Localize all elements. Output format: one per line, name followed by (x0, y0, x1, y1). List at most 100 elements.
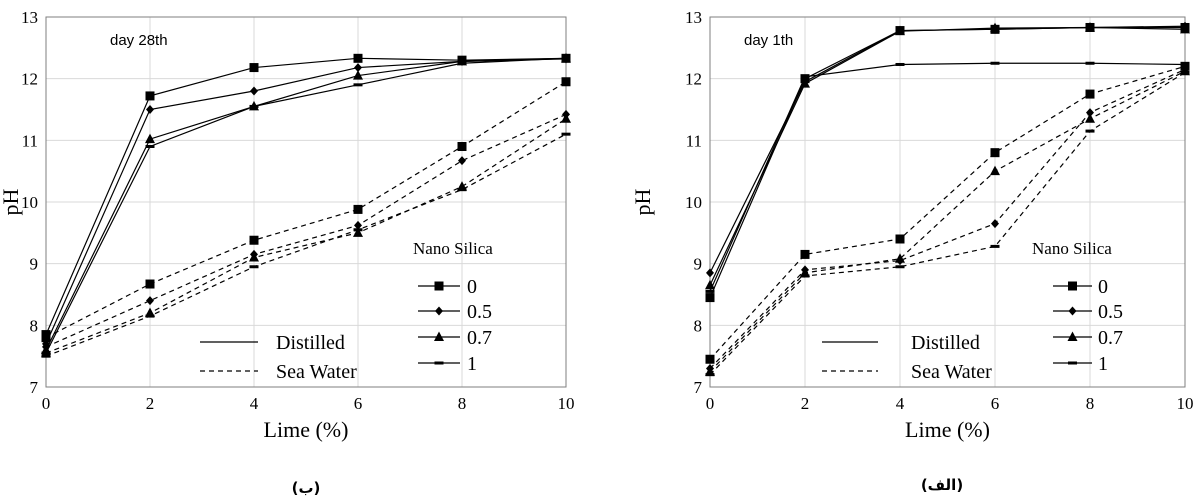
legend-style-entry: Sea Water (911, 361, 992, 383)
y-tick-label: 12 (21, 70, 38, 89)
y-tick-label: 10 (685, 193, 702, 212)
data-point (353, 228, 363, 232)
legend-marker (1068, 306, 1077, 316)
legend-entry: 1 (467, 353, 477, 375)
data-point (990, 165, 1000, 176)
chart-annotation: day 28th (110, 32, 168, 49)
data-point (457, 61, 467, 65)
data-point (1085, 89, 1095, 99)
data-point (990, 148, 1000, 158)
data-point (249, 104, 259, 108)
data-point (146, 296, 154, 306)
data-point (1085, 61, 1095, 65)
data-point (354, 220, 362, 230)
data-point (1180, 23, 1190, 34)
data-point (42, 342, 50, 352)
series-line (45, 57, 567, 354)
legend-title: Nano Silica (1032, 239, 1112, 258)
y-tick-label: 10 (21, 193, 38, 212)
legend-marker (1067, 331, 1078, 341)
plot-frame (709, 16, 1186, 388)
data-point (1085, 129, 1095, 133)
series-line (709, 26, 1186, 286)
series-sea-water-0 (41, 77, 571, 343)
data-point (353, 70, 363, 80)
series-line (709, 65, 1186, 360)
series-line (45, 133, 567, 357)
x-tick-label: 10 (1177, 394, 1194, 413)
data-point (990, 22, 1000, 33)
series-line (709, 71, 1186, 376)
series-line (45, 81, 567, 339)
data-point (353, 83, 363, 87)
y-axis-label: pH (0, 188, 23, 215)
x-tick-label: 2 (146, 394, 155, 413)
data-point (1085, 21, 1095, 32)
legend-marker (434, 281, 444, 291)
legend-entry: 0.7 (1098, 327, 1123, 349)
y-tick-label: 11 (22, 131, 38, 150)
data-point (895, 234, 905, 244)
x-tick-label: 0 (42, 394, 51, 413)
data-point (800, 274, 810, 278)
data-point (353, 227, 363, 237)
y-tick-label: 7 (30, 378, 39, 397)
series-distilled-0.5 (706, 21, 1189, 278)
legend-entry: 1 (1098, 353, 1108, 375)
x-tick-label: 10 (558, 394, 575, 413)
data-point (145, 314, 155, 318)
legend-style-entry: Distilled (911, 332, 980, 354)
data-point (990, 244, 1000, 248)
data-point (353, 204, 363, 214)
legend-marker (434, 331, 444, 341)
data-point (353, 53, 363, 63)
series-sea-water-1 (41, 132, 571, 358)
data-point (991, 219, 999, 229)
data-point (800, 249, 810, 259)
data-point (250, 86, 258, 96)
data-point (41, 354, 51, 358)
y-tick-label: 12 (685, 70, 702, 89)
series-line (709, 68, 1186, 369)
data-point (895, 25, 905, 36)
legend: Nano Silica 0 0.5 0.7 1 Distilled Sea Water (822, 239, 1123, 383)
y-tick-label: 9 (694, 255, 703, 274)
x-axis-label: Lime (%) (264, 417, 349, 442)
series-sea-water-0.5 (42, 109, 570, 352)
chart-caption: (ب) (292, 479, 321, 497)
data-point (146, 105, 154, 114)
data-point (354, 63, 362, 73)
series-line (45, 57, 567, 335)
x-tick-label: 8 (1086, 394, 1095, 413)
legend-entry: 0.5 (1098, 301, 1123, 323)
data-point (249, 265, 259, 269)
y-tick-label: 11 (686, 131, 702, 150)
y-tick-label: 8 (694, 316, 703, 335)
data-point (561, 56, 571, 60)
legend-marker (1068, 281, 1077, 291)
y-tick-label: 13 (685, 8, 702, 27)
x-tick-label: 8 (458, 394, 467, 413)
legend-marker (1068, 361, 1077, 365)
y-tick-label: 9 (30, 255, 39, 274)
x-tick-label: 6 (354, 394, 363, 413)
legend-entry: 0 (1098, 276, 1108, 298)
legend-style-entry: Distilled (276, 332, 345, 354)
data-point (1086, 108, 1094, 118)
data-point (458, 156, 466, 166)
series-line (45, 118, 567, 354)
series-distilled-0.7 (705, 21, 1190, 290)
series-distilled-0 (705, 22, 1190, 303)
x-axis-label: Lime (%) (905, 417, 990, 442)
data-point (249, 235, 259, 245)
data-point (705, 373, 715, 377)
chart-annotation: day 1th (744, 32, 793, 49)
data-point (457, 142, 467, 151)
legend-marker (435, 306, 443, 316)
plot-frame (45, 16, 567, 388)
data-point (457, 188, 467, 192)
series-line (709, 70, 1186, 372)
legend-title: Nano Silica (413, 239, 493, 258)
